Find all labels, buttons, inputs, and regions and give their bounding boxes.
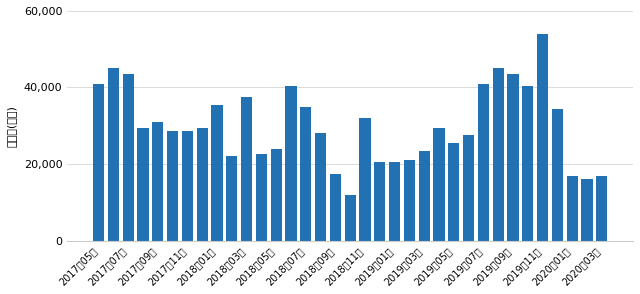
Bar: [256, 154, 267, 240]
Bar: [582, 179, 593, 240]
Bar: [167, 131, 178, 240]
Bar: [93, 84, 104, 240]
Bar: [330, 173, 341, 240]
Bar: [241, 97, 252, 240]
Bar: [374, 162, 385, 240]
Bar: [315, 133, 326, 240]
Bar: [271, 149, 282, 240]
Bar: [419, 151, 429, 240]
Bar: [566, 176, 578, 240]
Bar: [138, 128, 148, 240]
Bar: [211, 105, 223, 240]
Bar: [123, 74, 134, 240]
Bar: [196, 128, 208, 240]
Bar: [463, 135, 474, 240]
Bar: [478, 84, 489, 240]
Bar: [433, 128, 445, 240]
Bar: [522, 86, 533, 240]
Bar: [108, 68, 119, 240]
Bar: [300, 107, 312, 240]
Bar: [285, 86, 296, 240]
Bar: [182, 131, 193, 240]
Bar: [389, 162, 400, 240]
Bar: [508, 74, 518, 240]
Bar: [152, 122, 163, 240]
Bar: [448, 143, 460, 240]
Bar: [360, 118, 371, 240]
Y-axis label: 거래량(건수): 거래량(건수): [7, 105, 17, 147]
Bar: [345, 195, 356, 240]
Bar: [596, 176, 607, 240]
Bar: [493, 68, 504, 240]
Bar: [404, 160, 415, 240]
Bar: [537, 34, 548, 240]
Bar: [552, 108, 563, 240]
Bar: [227, 156, 237, 240]
